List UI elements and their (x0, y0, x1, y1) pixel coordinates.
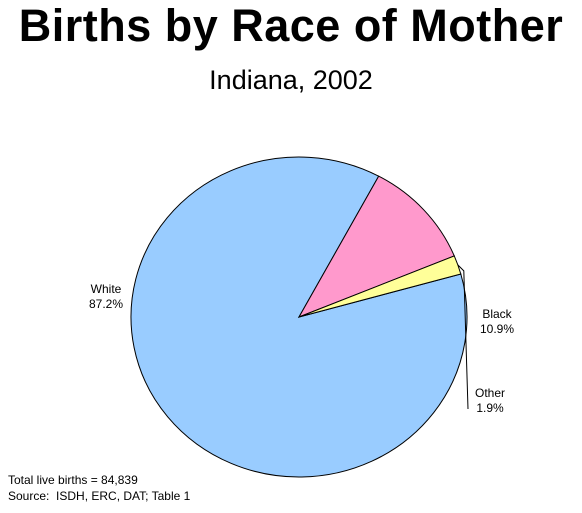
slice-pct-other: 1.9% (476, 401, 504, 415)
chart-subtitle: Indiana, 2002 (209, 65, 373, 95)
slice-label-other: Other (475, 386, 505, 400)
slice-label-black: Black (482, 307, 512, 321)
source-note: Source: ISDH, ERC, DAT; Table 1 (8, 489, 191, 503)
slice-label-white: White (91, 282, 122, 296)
chart-title: Births by Race of Mother (18, 0, 564, 51)
pie-slice-black (297, 175, 455, 318)
slice-pct-black: 10.9% (480, 322, 514, 336)
slice-pct-white: 87.2% (89, 297, 123, 311)
leader-line-other (457, 264, 469, 410)
total-births-note: Total live births = 84,839 (8, 473, 138, 487)
pie-slice-other (298, 255, 462, 318)
